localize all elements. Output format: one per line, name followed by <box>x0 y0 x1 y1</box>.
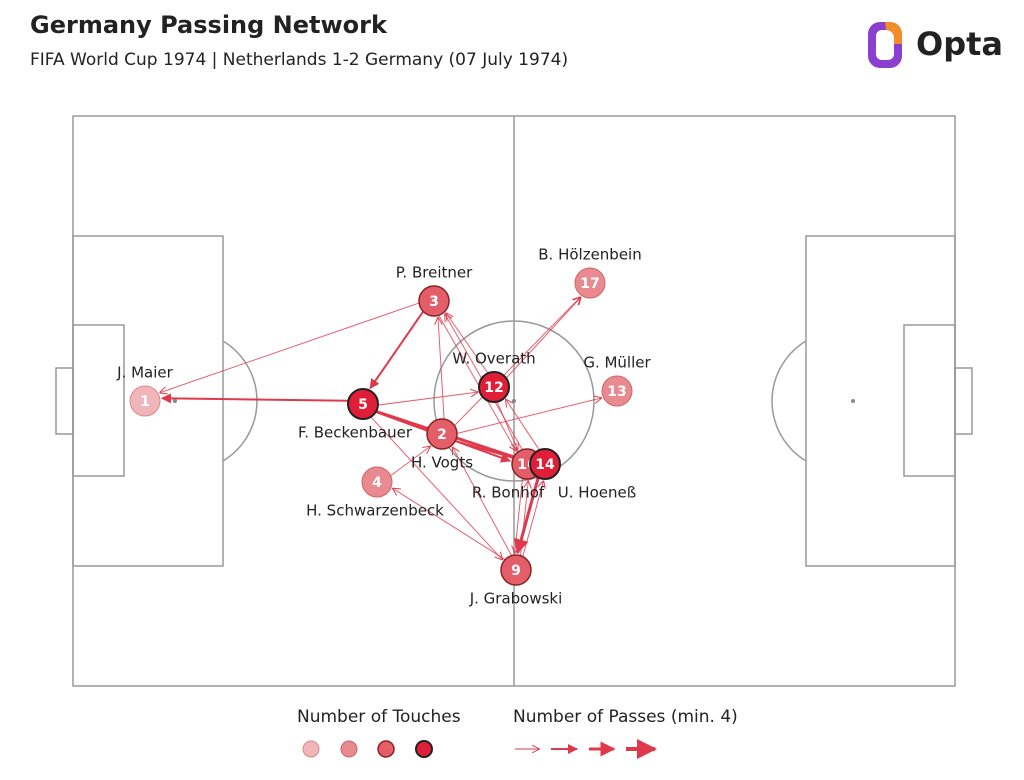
pass-arrow <box>457 398 601 434</box>
pass-arrow <box>438 315 516 451</box>
players: 1 J. Maier 3 P. Breitner 5 F. Beckenbauer 2 H. … <box>116 246 651 608</box>
player-node <box>347 388 379 420</box>
player-node <box>361 466 393 498</box>
pass-arrow <box>393 489 506 560</box>
pass-arrow <box>160 302 420 393</box>
player-node <box>500 554 532 586</box>
player-number: 12 <box>484 380 503 396</box>
pass-arrow <box>522 481 544 557</box>
player-number: 2 <box>437 427 447 443</box>
player-number: 3 <box>429 294 439 310</box>
player-name: B. Hölzenbein <box>538 246 641 264</box>
player-name: J. Grabowski <box>469 590 563 608</box>
player-node <box>574 267 606 299</box>
player-name: W. Overath <box>452 350 535 368</box>
player-node <box>529 448 561 480</box>
player-name: H. Vogts <box>411 454 473 472</box>
pass-arrow <box>515 478 523 553</box>
player-name: G. Müller <box>583 354 651 372</box>
pass-arrow <box>369 311 424 390</box>
player-name: F. Beckenbauer <box>298 424 413 442</box>
legend-passes-title: Number of Passes (min. 4) <box>513 707 738 727</box>
player-number: 9 <box>511 563 521 579</box>
player-name: P. Breitner <box>396 264 473 282</box>
player-name: U. Hoeneß <box>558 484 636 502</box>
pass-arrow <box>438 318 445 419</box>
player-name: R. Bonhof <box>472 484 545 502</box>
pass-arrow <box>161 393 349 404</box>
player-number: 13 <box>607 384 626 400</box>
pass-arrow <box>513 477 540 555</box>
legend-touches-title: Number of Touches <box>297 707 461 727</box>
title: Germany Passing Network <box>30 11 388 39</box>
subtitle: FIFA World Cup 1974 | Netherlands 1-2 Ge… <box>30 50 568 70</box>
player-number: 1 <box>140 394 150 410</box>
pass-arrow <box>370 416 502 559</box>
player-node <box>418 285 450 317</box>
player-node <box>129 385 161 417</box>
player-node <box>426 418 458 450</box>
pass-arrow <box>378 392 477 406</box>
player-number: 14 <box>535 457 555 473</box>
pass-arrow <box>496 401 517 450</box>
pass-arrow <box>390 447 430 476</box>
pass-arrow <box>506 400 540 451</box>
pass-arrow <box>520 481 529 556</box>
pass-arrow <box>506 298 580 379</box>
player-name: H. Schwarzenbeck <box>306 502 444 520</box>
player-node <box>478 371 510 403</box>
player-number: 4 <box>372 475 382 491</box>
player-number: 17 <box>580 276 599 292</box>
player-node <box>601 375 633 407</box>
pass-arrow <box>453 447 512 556</box>
legend-touches <box>302 740 433 758</box>
player-number: 5 <box>358 397 368 413</box>
pitch <box>55 115 973 687</box>
pass-arrow <box>446 313 489 374</box>
player-name: J. Maier <box>116 364 173 382</box>
logo: Opta <box>868 22 1003 68</box>
pass-arrow <box>454 297 581 426</box>
logo-text: Opta <box>916 25 1003 63</box>
